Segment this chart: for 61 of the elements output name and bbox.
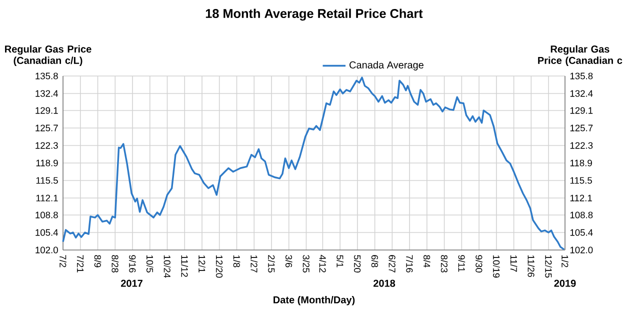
y-axis-title: Regular Gas Price (Canadian c/L) [5, 45, 92, 66]
y-tick-label: 135.8 [36, 72, 58, 80]
y2-tick-label: 125.7 [570, 124, 593, 132]
x-tick-label: 5/20 [354, 255, 361, 272]
y2-tick-label: 105.4 [570, 229, 593, 236]
y-tick-label: 122.3 [36, 142, 58, 149]
y2-tick-label: 112.1 [570, 194, 592, 202]
x-tick-label: 8/28 [112, 255, 119, 272]
x-tick-label: 7/2 [60, 255, 66, 268]
x-tick-label: 3/25 [302, 255, 310, 272]
chart-title: 18 Month Average Retail Price Chart [206, 8, 423, 21]
x-tick-label: 8/23 [440, 255, 448, 272]
x-tick-label: 11/12 [181, 255, 188, 277]
y2-tick-label: 115.5 [570, 177, 592, 184]
x-tick-label: 3/6 [285, 255, 292, 268]
legend-label: Canada Average [350, 61, 424, 70]
x-tick-label: 1/2 [562, 255, 568, 268]
x-tick-label: 4/12 [319, 254, 326, 272]
text: 2018 [374, 280, 396, 287]
y2-tick-label: 135.8 [570, 72, 593, 80]
y2-tick-label: 122.3 [570, 142, 593, 149]
x-tick-label: 12/20 [216, 255, 223, 278]
x-tick-label: 9/11 [458, 255, 466, 272]
y-tick-label: 102.0 [36, 246, 58, 254]
x-tick-label: 9/16 [129, 255, 136, 272]
y2-tick-label: 132.4 [570, 90, 593, 97]
x-tick-label: 6/27 [388, 255, 396, 272]
x-tick-label: 6/8 [371, 255, 378, 268]
x-tick-label: 11/26 [528, 255, 535, 277]
text: 2019 [554, 280, 576, 287]
x-tick-label: 1/8 [233, 255, 240, 268]
x-tick-label: 8/9 [94, 255, 102, 268]
line-series [62, 76, 565, 250]
y2-tick-label: 108.8 [570, 212, 593, 218]
y2-tick-label: 129.1 [570, 107, 593, 114]
y-tick-label: 105.4 [36, 229, 58, 236]
y-tick-label: 112.1 [36, 194, 58, 202]
x-tick-label: 8/4 [424, 255, 430, 268]
x-tick-label: 5/1 [336, 255, 344, 268]
x-tick-label: 12/1 [198, 255, 206, 272]
y-tick-label: 132.4 [36, 90, 58, 97]
x-tick-label: 7/16 [406, 255, 413, 272]
x-tick-label: 12/15 [545, 255, 552, 278]
y2-axis-title: Regular Gas Price (Canadian c [538, 45, 622, 66]
y-tick-label: 115.5 [36, 177, 58, 184]
x-tick-label: 10/24 [164, 255, 171, 278]
x-tick-label: 9/30 [476, 255, 482, 272]
x-tick-label: 7/21 [76, 255, 84, 272]
text: 2017 [121, 280, 142, 287]
y-tick-label: 125.7 [36, 124, 58, 132]
x-tick-label: 10/19 [493, 255, 500, 278]
x-tick-label: 2/15 [268, 255, 275, 272]
x-tick-label: 1/27 [250, 255, 258, 272]
y2-tick-label: 118.9 [570, 160, 592, 166]
y2-tick-label: 102.0 [570, 246, 593, 254]
y-tick-label: 108.8 [36, 212, 58, 218]
x-tick-label: 11/7 [510, 255, 518, 272]
y-tick-label: 118.9 [36, 160, 58, 166]
x-axis-title: Date (Month/Day) [274, 296, 355, 306]
x-tick-label: 10/5 [146, 255, 154, 272]
y-tick-label: 129.1 [36, 107, 58, 114]
